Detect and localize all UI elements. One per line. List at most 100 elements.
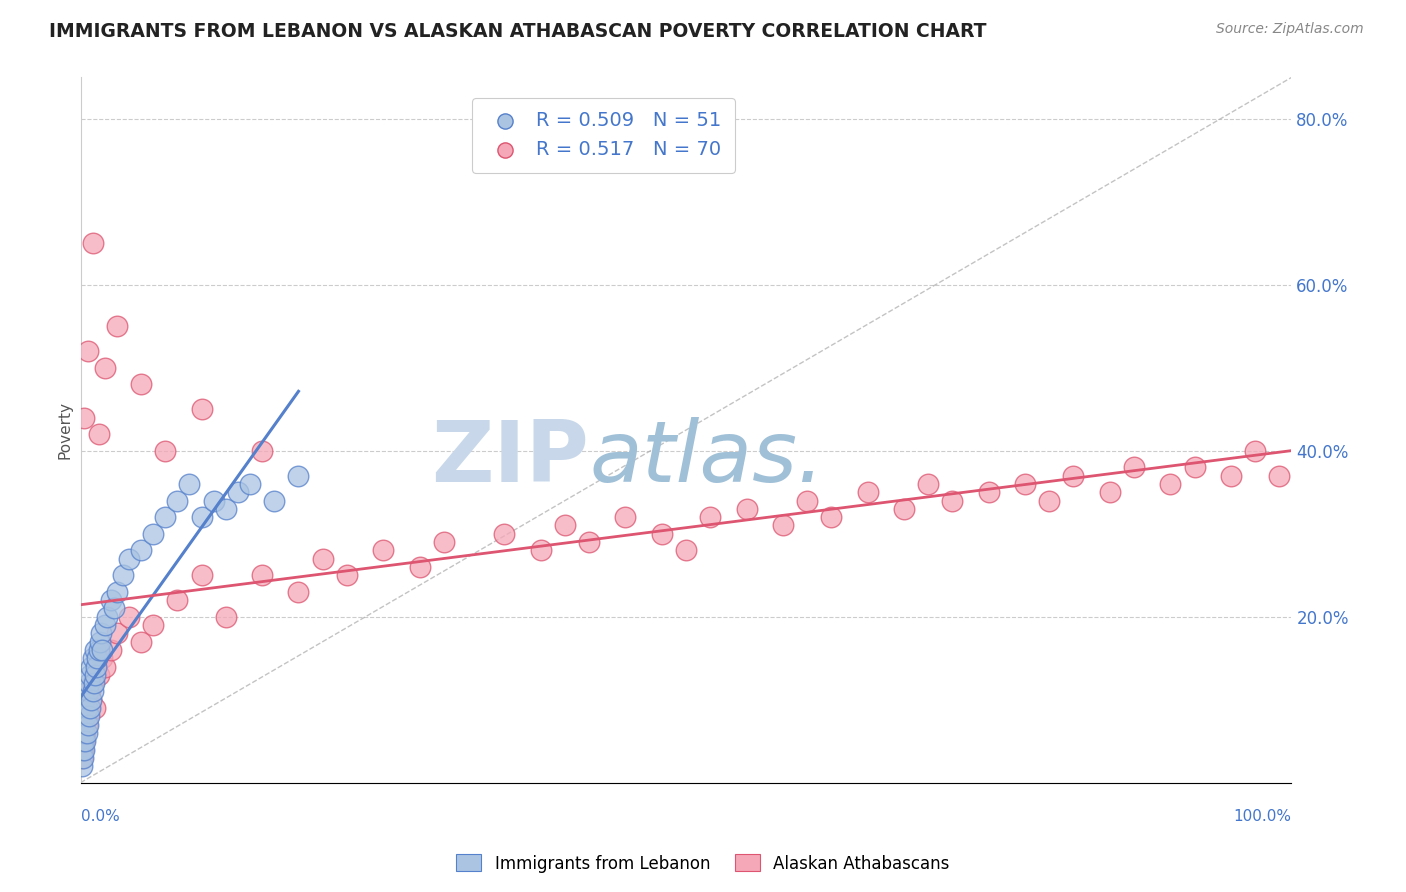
- Point: [93, 659, 115, 673]
- Point: [70, 751, 93, 765]
- Point: [336, 568, 359, 582]
- Point: [79, 701, 101, 715]
- Point: [91, 651, 114, 665]
- Point: [76, 717, 98, 731]
- Point: [578, 535, 600, 549]
- Point: [917, 477, 939, 491]
- Point: [129, 377, 152, 392]
- Point: [90, 626, 112, 640]
- Point: [86, 651, 108, 665]
- Point: [76, 717, 98, 731]
- Point: [977, 485, 1000, 500]
- Legend: Immigrants from Lebanon, Alaskan Athabascans: Immigrants from Lebanon, Alaskan Athabas…: [450, 847, 956, 880]
- Point: [73, 709, 96, 723]
- Point: [80, 692, 103, 706]
- Point: [111, 568, 134, 582]
- Point: [82, 651, 104, 665]
- Point: [494, 526, 516, 541]
- Point: [118, 551, 141, 566]
- Point: [263, 493, 285, 508]
- Point: [100, 593, 122, 607]
- Point: [215, 502, 238, 516]
- Point: [190, 568, 212, 582]
- Point: [651, 526, 673, 541]
- Y-axis label: Poverty: Poverty: [58, 401, 72, 459]
- Point: [83, 676, 105, 690]
- Point: [76, 701, 98, 715]
- Point: [941, 493, 963, 508]
- Point: [614, 510, 637, 524]
- Legend: R = 0.509   N = 51, R = 0.517   N = 70: R = 0.509 N = 51, R = 0.517 N = 70: [471, 98, 735, 173]
- Text: ZIP: ZIP: [432, 417, 589, 500]
- Point: [250, 568, 273, 582]
- Point: [70, 759, 93, 773]
- Point: [215, 609, 238, 624]
- Point: [1219, 468, 1241, 483]
- Point: [129, 543, 152, 558]
- Point: [772, 518, 794, 533]
- Point: [73, 726, 96, 740]
- Point: [179, 477, 201, 491]
- Point: [75, 726, 97, 740]
- Text: Source: ZipAtlas.com: Source: ZipAtlas.com: [1216, 22, 1364, 37]
- Point: [77, 701, 100, 715]
- Point: [84, 668, 107, 682]
- Point: [70, 726, 93, 740]
- Point: [1268, 468, 1291, 483]
- Point: [226, 485, 249, 500]
- Point: [87, 643, 110, 657]
- Point: [1014, 477, 1036, 491]
- Point: [91, 643, 114, 657]
- Point: [79, 668, 101, 682]
- Point: [76, 692, 98, 706]
- Point: [84, 701, 107, 715]
- Point: [239, 477, 262, 491]
- Point: [118, 609, 141, 624]
- Point: [76, 344, 98, 359]
- Point: [202, 493, 225, 508]
- Point: [76, 709, 98, 723]
- Point: [100, 643, 122, 657]
- Point: [72, 751, 94, 765]
- Point: [76, 726, 98, 740]
- Point: [84, 643, 107, 657]
- Point: [1244, 443, 1267, 458]
- Point: [312, 551, 335, 566]
- Point: [105, 585, 128, 599]
- Point: [70, 742, 93, 756]
- Point: [76, 684, 98, 698]
- Point: [77, 709, 100, 723]
- Point: [72, 742, 94, 756]
- Point: [155, 443, 177, 458]
- Point: [96, 609, 118, 624]
- Point: [79, 684, 101, 698]
- Point: [72, 709, 94, 723]
- Point: [796, 493, 818, 508]
- Point: [675, 543, 697, 558]
- Point: [735, 502, 758, 516]
- Point: [433, 535, 456, 549]
- Point: [103, 601, 125, 615]
- Point: [70, 726, 93, 740]
- Text: atlas.: atlas.: [589, 417, 824, 500]
- Point: [89, 634, 111, 648]
- Point: [93, 618, 115, 632]
- Point: [129, 634, 152, 648]
- Point: [287, 585, 309, 599]
- Point: [530, 543, 553, 558]
- Point: [77, 676, 100, 690]
- Point: [73, 742, 96, 756]
- Point: [250, 443, 273, 458]
- Point: [190, 510, 212, 524]
- Text: 100.0%: 100.0%: [1233, 810, 1292, 824]
- Point: [105, 319, 128, 334]
- Text: IMMIGRANTS FROM LEBANON VS ALASKAN ATHABASCAN POVERTY CORRELATION CHART: IMMIGRANTS FROM LEBANON VS ALASKAN ATHAB…: [49, 22, 987, 41]
- Point: [1123, 460, 1146, 475]
- Point: [166, 493, 188, 508]
- Point: [105, 626, 128, 640]
- Point: [87, 427, 110, 442]
- Point: [1159, 477, 1181, 491]
- Point: [1063, 468, 1085, 483]
- Point: [287, 468, 309, 483]
- Point: [1184, 460, 1206, 475]
